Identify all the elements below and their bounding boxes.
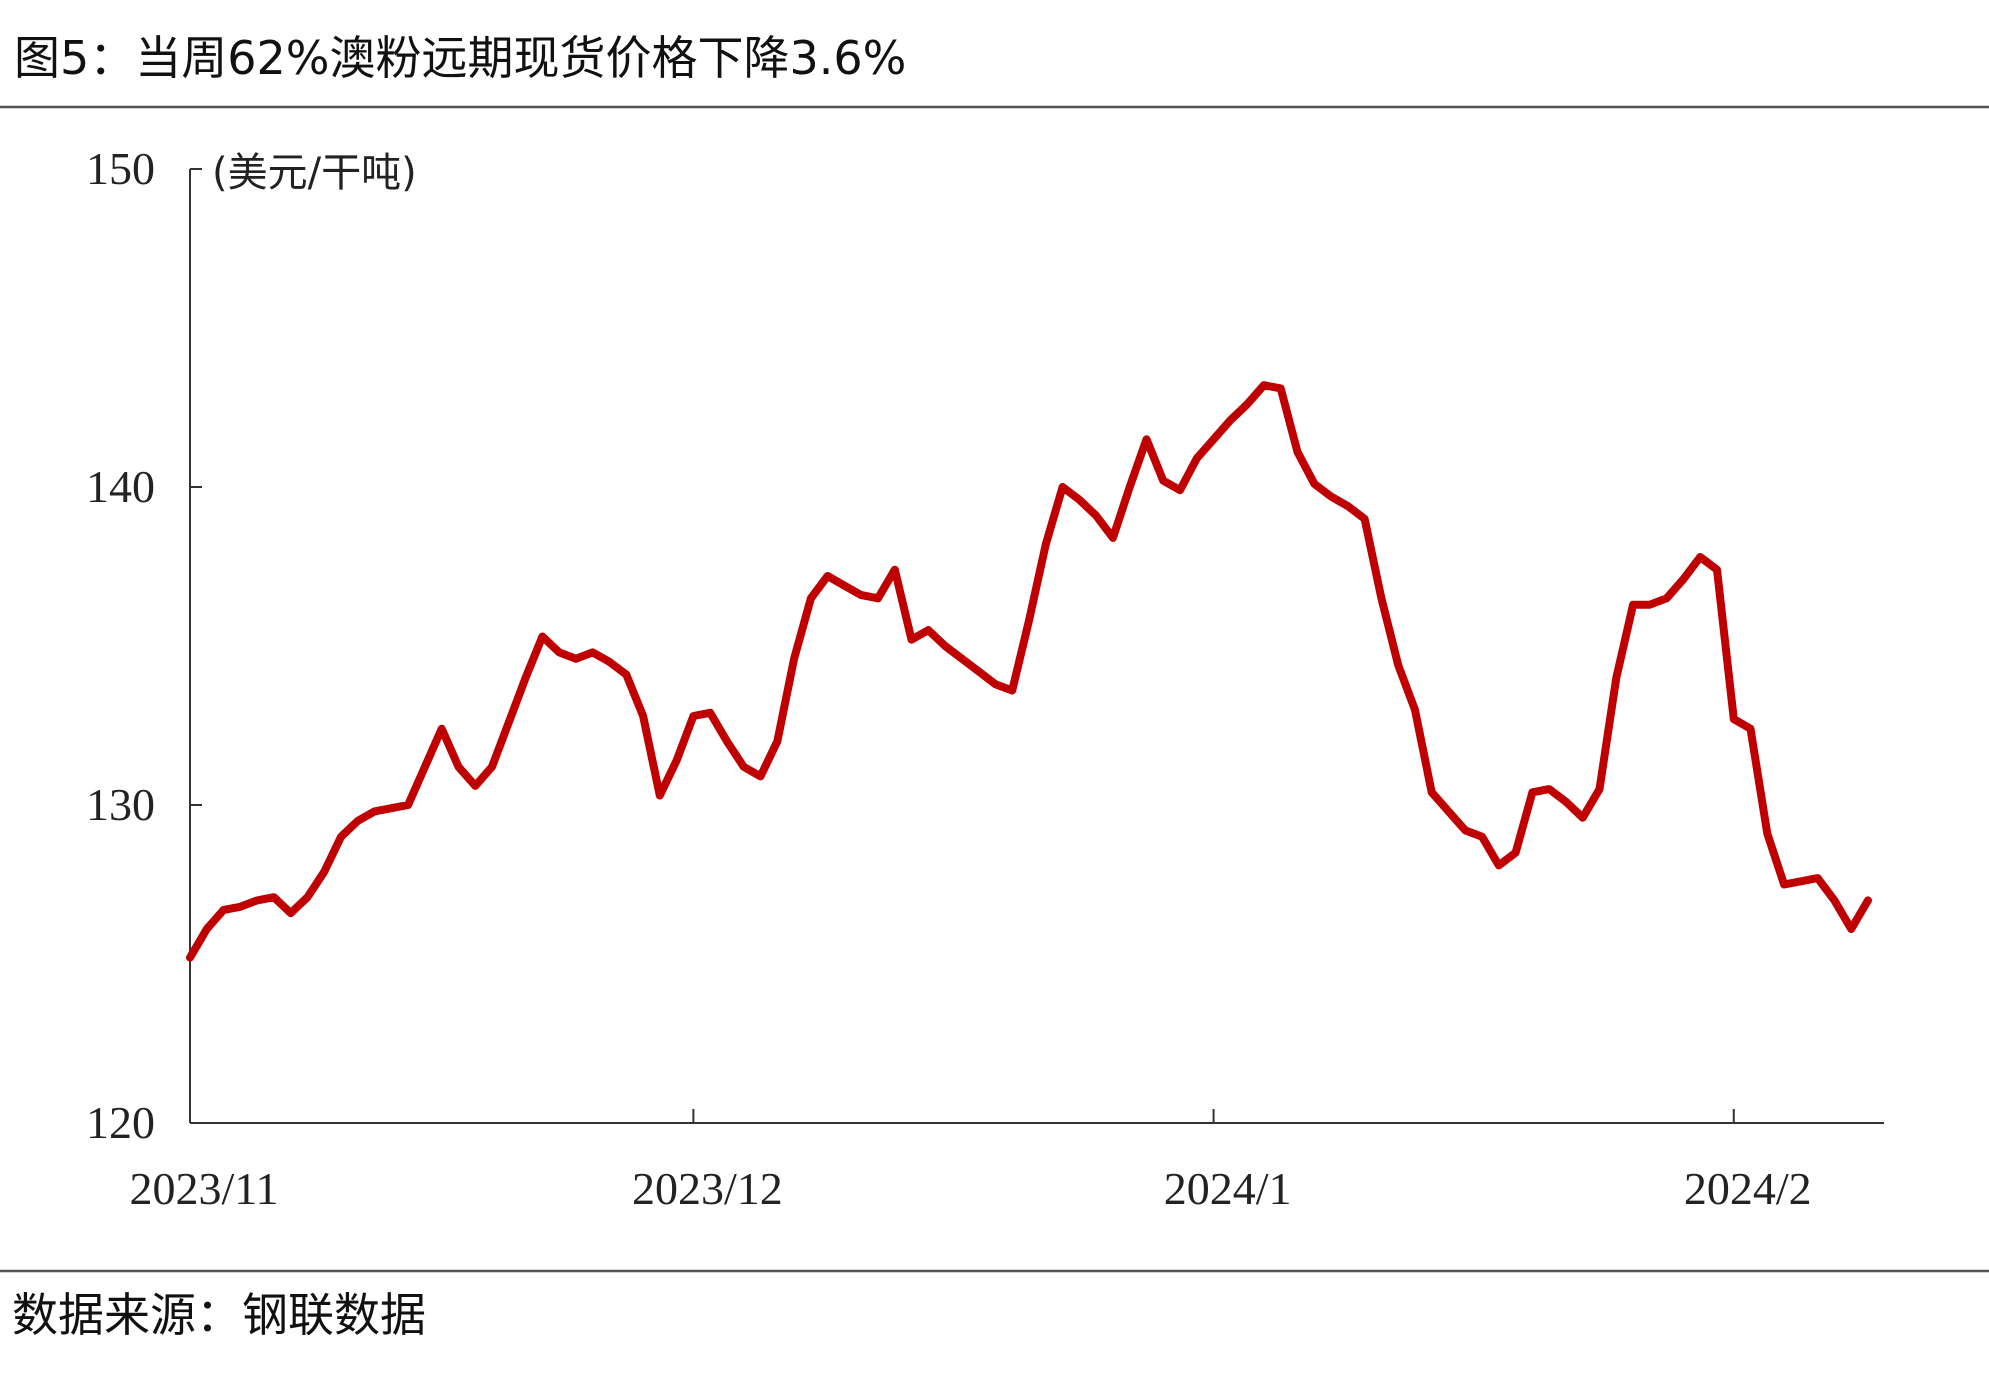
y-tick-label: 120: [86, 1097, 155, 1148]
y-axis-label: (美元/干吨): [212, 150, 417, 196]
chart-title: 图5：当周62%澳粉远期现货价格下降3.6%: [14, 31, 906, 85]
y-tick-label: 140: [86, 461, 155, 512]
x-tick-label: 2023/12: [632, 1163, 783, 1214]
y-tick-label: 130: [86, 779, 155, 830]
x-tick-label: 2024/1: [1164, 1163, 1292, 1214]
line: [186, 381, 1872, 962]
x-tick-label: 2023/11: [129, 1163, 278, 1214]
source: 数据来源：钢联数据: [12, 1288, 426, 1342]
x-tick-label: 2024/2: [1684, 1163, 1812, 1214]
y-tick-label: 150: [86, 143, 155, 194]
